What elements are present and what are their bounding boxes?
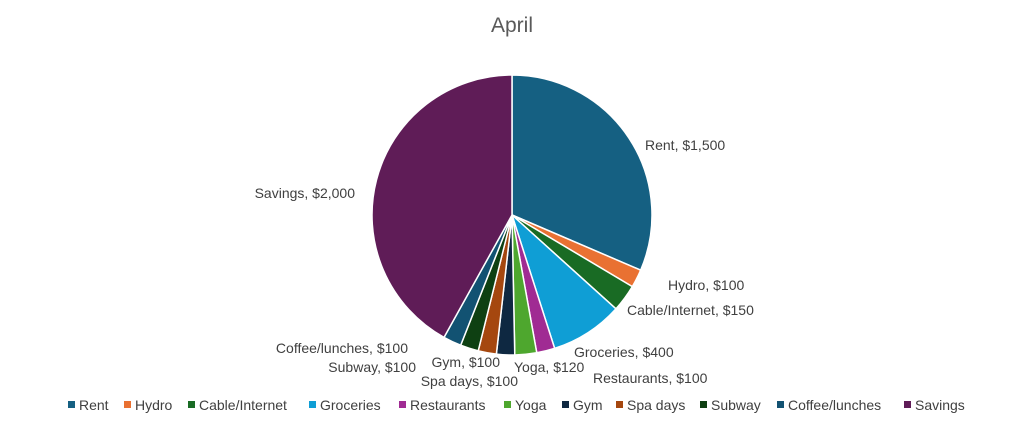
legend-swatch-gym	[562, 401, 569, 408]
legend-swatch-savings	[904, 401, 911, 408]
data-label-coffee-lunches: Coffee/lunches, $100	[276, 340, 408, 356]
data-label-rent: Rent, $1,500	[645, 137, 725, 153]
legend-label-spa-days: Spa days	[627, 397, 685, 413]
legend-swatch-subway	[700, 401, 707, 408]
legend-label-groceries: Groceries	[320, 397, 381, 413]
legend-label-coffee-lunches: Coffee/lunches	[788, 397, 881, 413]
legend-label-subway: Subway	[711, 397, 761, 413]
data-label-savings: Savings, $2,000	[255, 185, 356, 201]
legend-swatch-restaurants	[399, 401, 406, 408]
legend-label-cable-internet: Cable/Internet	[199, 397, 287, 413]
data-label-yoga: Yoga, $120	[514, 359, 585, 375]
legend-label-gym: Gym	[573, 397, 603, 413]
legend-swatch-groceries	[309, 401, 316, 408]
legend-swatch-coffee-lunches	[777, 401, 784, 408]
data-label-subway: Subway, $100	[328, 359, 416, 375]
legend-swatch-yoga	[504, 401, 511, 408]
legend-label-restaurants: Restaurants	[410, 397, 485, 413]
legend-label-hydro: Hydro	[135, 397, 173, 413]
legend-swatch-spa-days	[616, 401, 623, 408]
legend-swatch-hydro	[124, 401, 131, 408]
legend-label-yoga: Yoga	[515, 397, 547, 413]
legend-swatch-rent	[68, 401, 75, 408]
legend-label-savings: Savings	[915, 397, 965, 413]
pie-slices	[371, 74, 653, 356]
data-label-hydro: Hydro, $100	[668, 277, 744, 293]
pie-slice-savings	[371, 74, 513, 339]
legend-swatch-cable-internet	[188, 401, 195, 408]
chart-title: April	[491, 14, 533, 37]
data-label-cable-internet: Cable/Internet, $150	[627, 302, 754, 318]
legend: Rent Hydro Cable/Internet Groceries Restaura…	[68, 397, 965, 413]
data-label-groceries: Groceries, $400	[574, 344, 674, 360]
data-label-gym: Gym, $100	[432, 354, 501, 370]
data-label-spa-days: Spa days, $100	[421, 373, 519, 389]
slice-labels: Rent, $1,500 Hydro, $100 Cable/Internet, $…	[255, 137, 754, 389]
legend-label-rent: Rent	[79, 397, 109, 413]
data-label-restaurants: Restaurants, $100	[593, 370, 708, 386]
pie-slice-rent	[511, 74, 653, 272]
